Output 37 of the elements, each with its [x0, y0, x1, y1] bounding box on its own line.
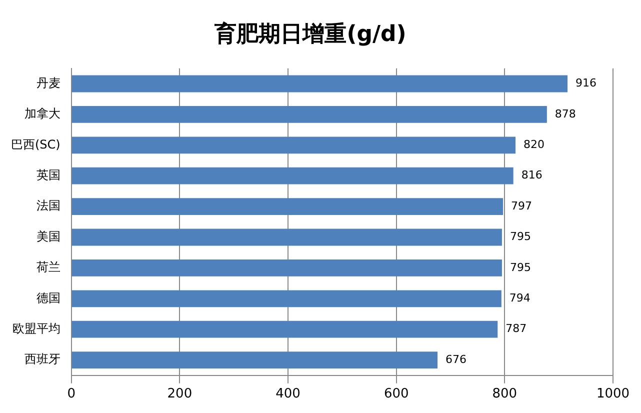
bar	[72, 75, 568, 92]
x-tick-label: 600	[384, 386, 409, 402]
bar	[72, 106, 547, 123]
data-label: 878	[554, 107, 576, 120]
data-label: 795	[510, 230, 531, 244]
bar	[72, 290, 502, 308]
bar	[72, 260, 502, 276]
x-tick-label: 0	[67, 386, 76, 402]
x-tick-label: 800	[492, 386, 518, 402]
y-tick-label: 英国	[36, 168, 60, 182]
data-label: 820	[524, 138, 545, 152]
y-tick-label: 丹麦	[36, 76, 60, 90]
data-label: 794	[509, 292, 530, 305]
y-tick-label: 法国	[36, 198, 60, 213]
bar	[72, 167, 514, 184]
bar	[72, 320, 498, 338]
data-label: 795	[510, 260, 531, 274]
x-tick-label: 1000	[596, 386, 630, 402]
bar	[72, 228, 502, 246]
bar	[72, 352, 438, 368]
y-tick-label: 德国	[36, 290, 60, 305]
y-tick-label: 荷兰	[36, 260, 60, 274]
data-label: 676	[446, 352, 467, 366]
x-tick-label: 200	[167, 386, 192, 402]
data-label: 787	[506, 322, 527, 336]
y-tick-label: 欧盟平均	[12, 321, 60, 336]
y-tick-label: 加拿大	[24, 106, 60, 121]
y-tick-label: 西班牙	[24, 352, 60, 366]
data-label: 816	[521, 168, 542, 182]
data-label: 797	[511, 199, 532, 212]
bar	[72, 136, 516, 154]
data-label: 916	[576, 76, 596, 90]
chart-title: 育肥期日增重(g/d)	[214, 20, 406, 47]
y-tick-label: 巴西(SC)	[11, 137, 60, 152]
y-tick-label: 美国	[36, 229, 60, 244]
bar	[72, 198, 504, 215]
x-tick-label: 400	[276, 386, 300, 402]
